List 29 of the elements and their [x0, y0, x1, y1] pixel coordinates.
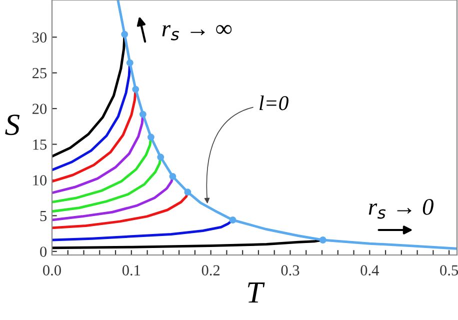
point	[132, 86, 140, 93]
y-tick-label: 20	[32, 104, 47, 114]
y-tick-label: 25	[32, 68, 47, 78]
x-tick-label: 0.4	[360, 265, 379, 276]
annotation: r$_{s}$ → 0	[368, 198, 434, 219]
annotation: l=0	[260, 96, 288, 110]
annotation: r$_{s}$ → ∞	[162, 24, 232, 40]
x-tick-label: 0.3	[281, 265, 300, 276]
y-tick-label: 10	[33, 175, 47, 186]
point	[126, 59, 134, 66]
point	[319, 236, 326, 244]
point	[157, 154, 164, 161]
y-tick-label: 15	[33, 140, 47, 150]
line-series	[116, 0, 457, 250]
point	[229, 216, 236, 224]
point	[184, 188, 192, 196]
point	[139, 110, 146, 118]
x-axis-title: T	[248, 282, 265, 303]
x-tick-label: 0.2	[202, 265, 220, 276]
y-axis-title: S	[5, 114, 20, 136]
x-tick-label: 0.0	[43, 265, 61, 276]
y-tick-label: 0	[40, 246, 47, 257]
point	[169, 172, 176, 180]
x-tick-label: 0.1	[122, 265, 140, 276]
y-tick-label: 5	[40, 211, 47, 222]
x-tick-label: 0.5	[440, 265, 458, 276]
y-tick-label: 30	[32, 32, 47, 43]
point	[147, 134, 154, 141]
point	[121, 30, 128, 38]
